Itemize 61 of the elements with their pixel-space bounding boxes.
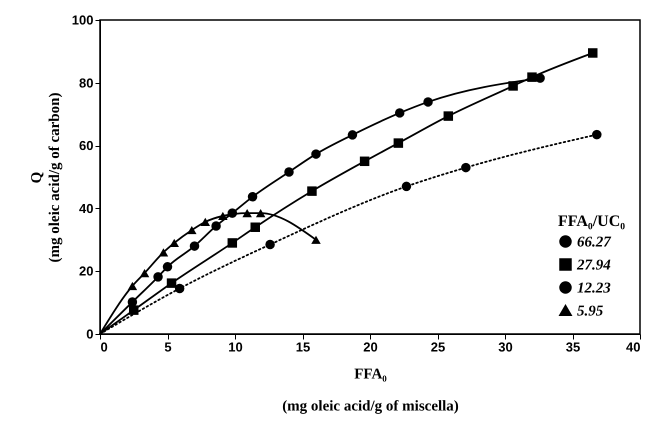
point	[162, 262, 172, 272]
point	[311, 236, 321, 244]
point	[402, 182, 412, 192]
legend-label: 12.23	[577, 280, 612, 296]
x-axis-title: FFA₀ (mg oleic acid/g of miscella)	[282, 366, 459, 414]
legend-label: 66.27	[577, 234, 612, 250]
x-tick-label: 15	[296, 340, 310, 354]
point	[153, 272, 163, 282]
point	[508, 81, 518, 91]
point	[200, 218, 210, 226]
point	[360, 156, 370, 166]
point	[394, 108, 404, 118]
point	[535, 73, 545, 83]
y-tick-label: 40	[79, 200, 94, 216]
x-tick-label: 20	[363, 340, 378, 354]
x-tick-label: 35	[566, 340, 580, 354]
legend-label: 27.94	[576, 258, 612, 274]
point	[527, 72, 537, 82]
y-tick-label: 20	[79, 264, 94, 279]
point	[588, 48, 598, 58]
point	[211, 221, 221, 231]
x-tick-label: 0	[100, 340, 108, 354]
point	[311, 149, 321, 159]
point	[242, 209, 252, 218]
point	[256, 209, 266, 218]
point	[307, 186, 317, 196]
point	[129, 305, 138, 315]
point	[218, 212, 228, 220]
x-tick-label: 30	[498, 340, 513, 354]
point	[187, 226, 197, 234]
x-tick-label: 10	[228, 340, 243, 354]
legend-title: FFA₀/UC₀	[558, 213, 626, 230]
point	[140, 268, 150, 278]
point	[592, 130, 602, 140]
point	[250, 222, 260, 232]
point	[423, 97, 433, 107]
y-axis-title: Q (mg oleic acid/g of carbon)	[28, 92, 63, 262]
point	[170, 238, 179, 248]
y-tick-label: 80	[79, 75, 94, 90]
legend-label: 5.95	[577, 304, 604, 320]
y-tick-label: 100	[72, 12, 94, 28]
y-tick-label: 0	[86, 326, 94, 342]
point	[348, 130, 358, 140]
point	[444, 111, 454, 121]
x-tick-label: 5	[164, 340, 172, 354]
point	[166, 278, 176, 288]
x-tick-label: 25	[430, 340, 446, 354]
point	[228, 238, 238, 248]
y-tick-label: 60	[79, 138, 94, 154]
point	[158, 248, 168, 256]
point	[248, 192, 258, 202]
point	[128, 297, 138, 307]
x-tick-label: 40	[626, 340, 640, 354]
point	[265, 240, 275, 250]
point	[128, 282, 138, 290]
point	[190, 241, 200, 251]
point	[394, 138, 404, 148]
point	[461, 162, 471, 172]
point	[284, 167, 294, 177]
point	[174, 284, 184, 294]
point	[228, 208, 238, 218]
